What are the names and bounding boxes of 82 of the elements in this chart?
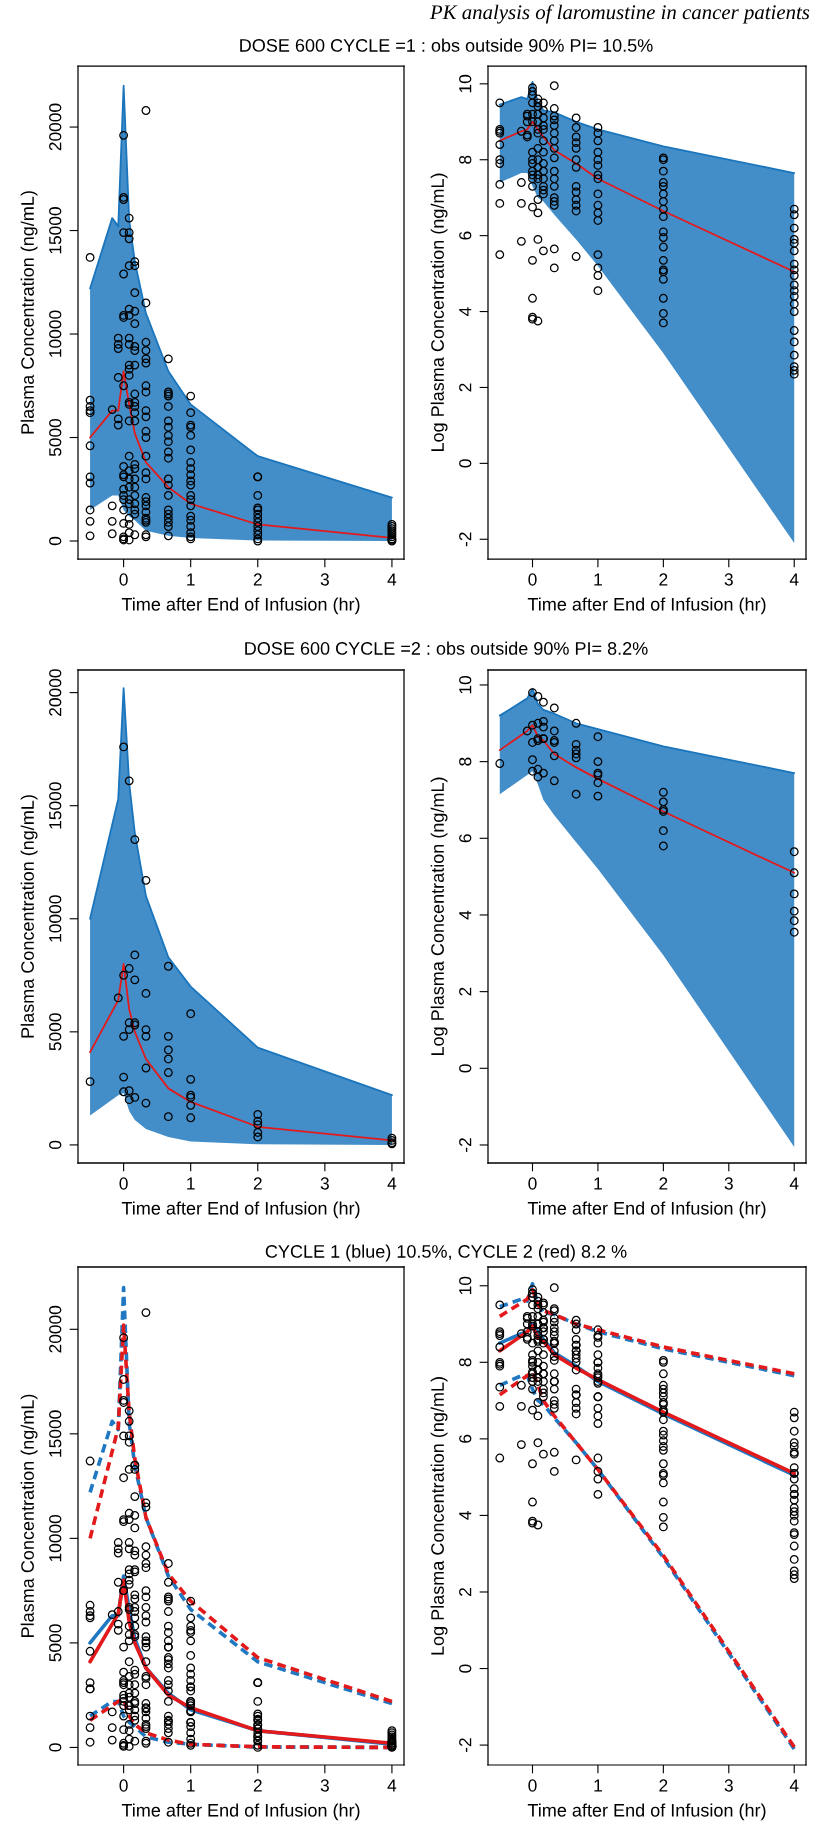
y-tick-label: 6 — [459, 231, 472, 240]
y-tick-label: 20000 — [49, 103, 62, 151]
x-tick-label: 4 — [387, 573, 397, 586]
x-axis-title: Time after End of Infusion (hr) — [121, 1201, 360, 1219]
y-axis-title: Log Plasma Concentration (ng/mL) — [430, 173, 448, 452]
x-tick-label: 2 — [253, 1779, 262, 1792]
y-tick-label: 10000 — [49, 895, 62, 942]
y-tick-label: 0 — [459, 1664, 472, 1673]
y-tick-label: 10 — [459, 74, 472, 93]
y-tick-label: -2 — [459, 532, 472, 547]
y-tick-label: 8 — [459, 155, 472, 164]
y-tick-label: 5000 — [49, 418, 62, 457]
y-axis-title: Plasma Concentration (ng/mL) — [20, 1394, 38, 1637]
x-tick-label: 3 — [724, 1177, 733, 1190]
y-tick-label: 5000 — [49, 1624, 62, 1662]
text: CYCLE 1 (blue) 10.5%, CYCLE 2 (red) 8.2 % — [265, 1244, 627, 1262]
y-tick-label: 0 — [49, 536, 62, 546]
x-tick-label: 3 — [320, 573, 329, 586]
x-tick-label: 4 — [387, 1779, 397, 1792]
x-axis-title: Time after End of Infusion (hr) — [527, 1803, 766, 1821]
x-tick-label: 2 — [659, 573, 668, 586]
x-axis-title: Time after End of Infusion (hr) — [121, 1803, 360, 1821]
x-tick-label: 4 — [387, 1177, 397, 1190]
y-tick-label: 2 — [459, 1588, 472, 1596]
y-tick-label: 0 — [459, 1064, 472, 1073]
x-tick-label: 4 — [789, 573, 799, 586]
y-tick-label: 6 — [459, 1434, 472, 1443]
x-axis-title: Time after End of Infusion (hr) — [527, 1201, 766, 1219]
y-tick-label: 15000 — [49, 207, 62, 254]
x-tick-label: 3 — [320, 1779, 329, 1792]
y-tick-label: 4 — [459, 1511, 472, 1520]
x-axis-title: Time after End of Infusion (hr) — [121, 597, 360, 615]
y-tick-label: 4 — [459, 307, 472, 316]
x-tick-label: 0 — [119, 1177, 128, 1190]
y-tick-label: 2 — [459, 383, 472, 392]
x-tick-label: 0 — [528, 1177, 537, 1190]
x-tick-label: 1 — [594, 1177, 602, 1190]
y-tick-label: -2 — [459, 1138, 472, 1152]
y-tick-label: 15000 — [49, 782, 62, 829]
x-tick-label: 1 — [187, 1779, 195, 1792]
x-tick-label: 4 — [789, 1177, 799, 1190]
y-axis-title: Plasma Concentration (ng/mL) — [20, 191, 38, 434]
x-tick-label: 2 — [253, 1177, 262, 1190]
x-tick-label: 0 — [119, 573, 128, 586]
y-tick-label: 0 — [49, 1743, 62, 1752]
x-tick-label: 0 — [119, 1779, 128, 1792]
text: DOSE 600 CYCLE =1 : obs outside 90% PI= 10.5% — [240, 38, 653, 52]
x-tick-label: 1 — [187, 573, 195, 586]
text: PK analysis of laromustine in cancer patients — [429, 4, 810, 24]
y-tick-label: 20000 — [49, 669, 62, 716]
y-axis-title: Log Plasma Concentration (ng/mL) — [430, 777, 448, 1056]
x-tick-label: 2 — [659, 1177, 668, 1190]
x-tick-label: 0 — [528, 1779, 537, 1792]
y-tick-label: 5000 — [49, 1013, 62, 1051]
y-tick-label: 2 — [459, 987, 472, 996]
x-tick-label: 4 — [789, 1779, 799, 1792]
y-tick-label: 10000 — [49, 310, 62, 357]
y-tick-label: 8 — [459, 757, 472, 766]
y-tick-label: 0 — [459, 459, 472, 468]
x-tick-label: 0 — [528, 573, 537, 586]
x-tick-label: 3 — [724, 573, 733, 586]
y-tick-label: 15000 — [49, 1410, 62, 1457]
y-tick-label: 4 — [459, 910, 472, 920]
y-tick-label: 8 — [459, 1358, 472, 1367]
y-tick-label: -2 — [459, 1738, 472, 1753]
y-tick-label: 6 — [459, 834, 472, 843]
x-tick-label: 3 — [724, 1779, 733, 1792]
x-tick-label: 2 — [659, 1779, 668, 1792]
x-tick-label: 2 — [253, 573, 262, 586]
y-tick-label: 10 — [459, 1276, 472, 1295]
y-axis-title: Log Plasma Concentration (ng/mL) — [430, 1377, 448, 1655]
x-tick-label: 1 — [594, 573, 602, 586]
y-tick-label: 20000 — [49, 1305, 62, 1353]
x-axis-title: Time after End of Infusion (hr) — [527, 597, 766, 615]
x-tick-label: 3 — [320, 1177, 329, 1190]
y-tick-label: 10 — [459, 675, 472, 694]
x-tick-label: 1 — [187, 1177, 195, 1190]
x-tick-label: 1 — [594, 1779, 602, 1792]
text: DOSE 600 CYCLE =2 : obs outside 90% PI= 8.2% — [245, 641, 648, 655]
y-tick-label: 10000 — [49, 1514, 62, 1562]
y-tick-label: 0 — [49, 1140, 62, 1150]
y-axis-title: Plasma Concentration (ng/mL) — [20, 795, 38, 1038]
